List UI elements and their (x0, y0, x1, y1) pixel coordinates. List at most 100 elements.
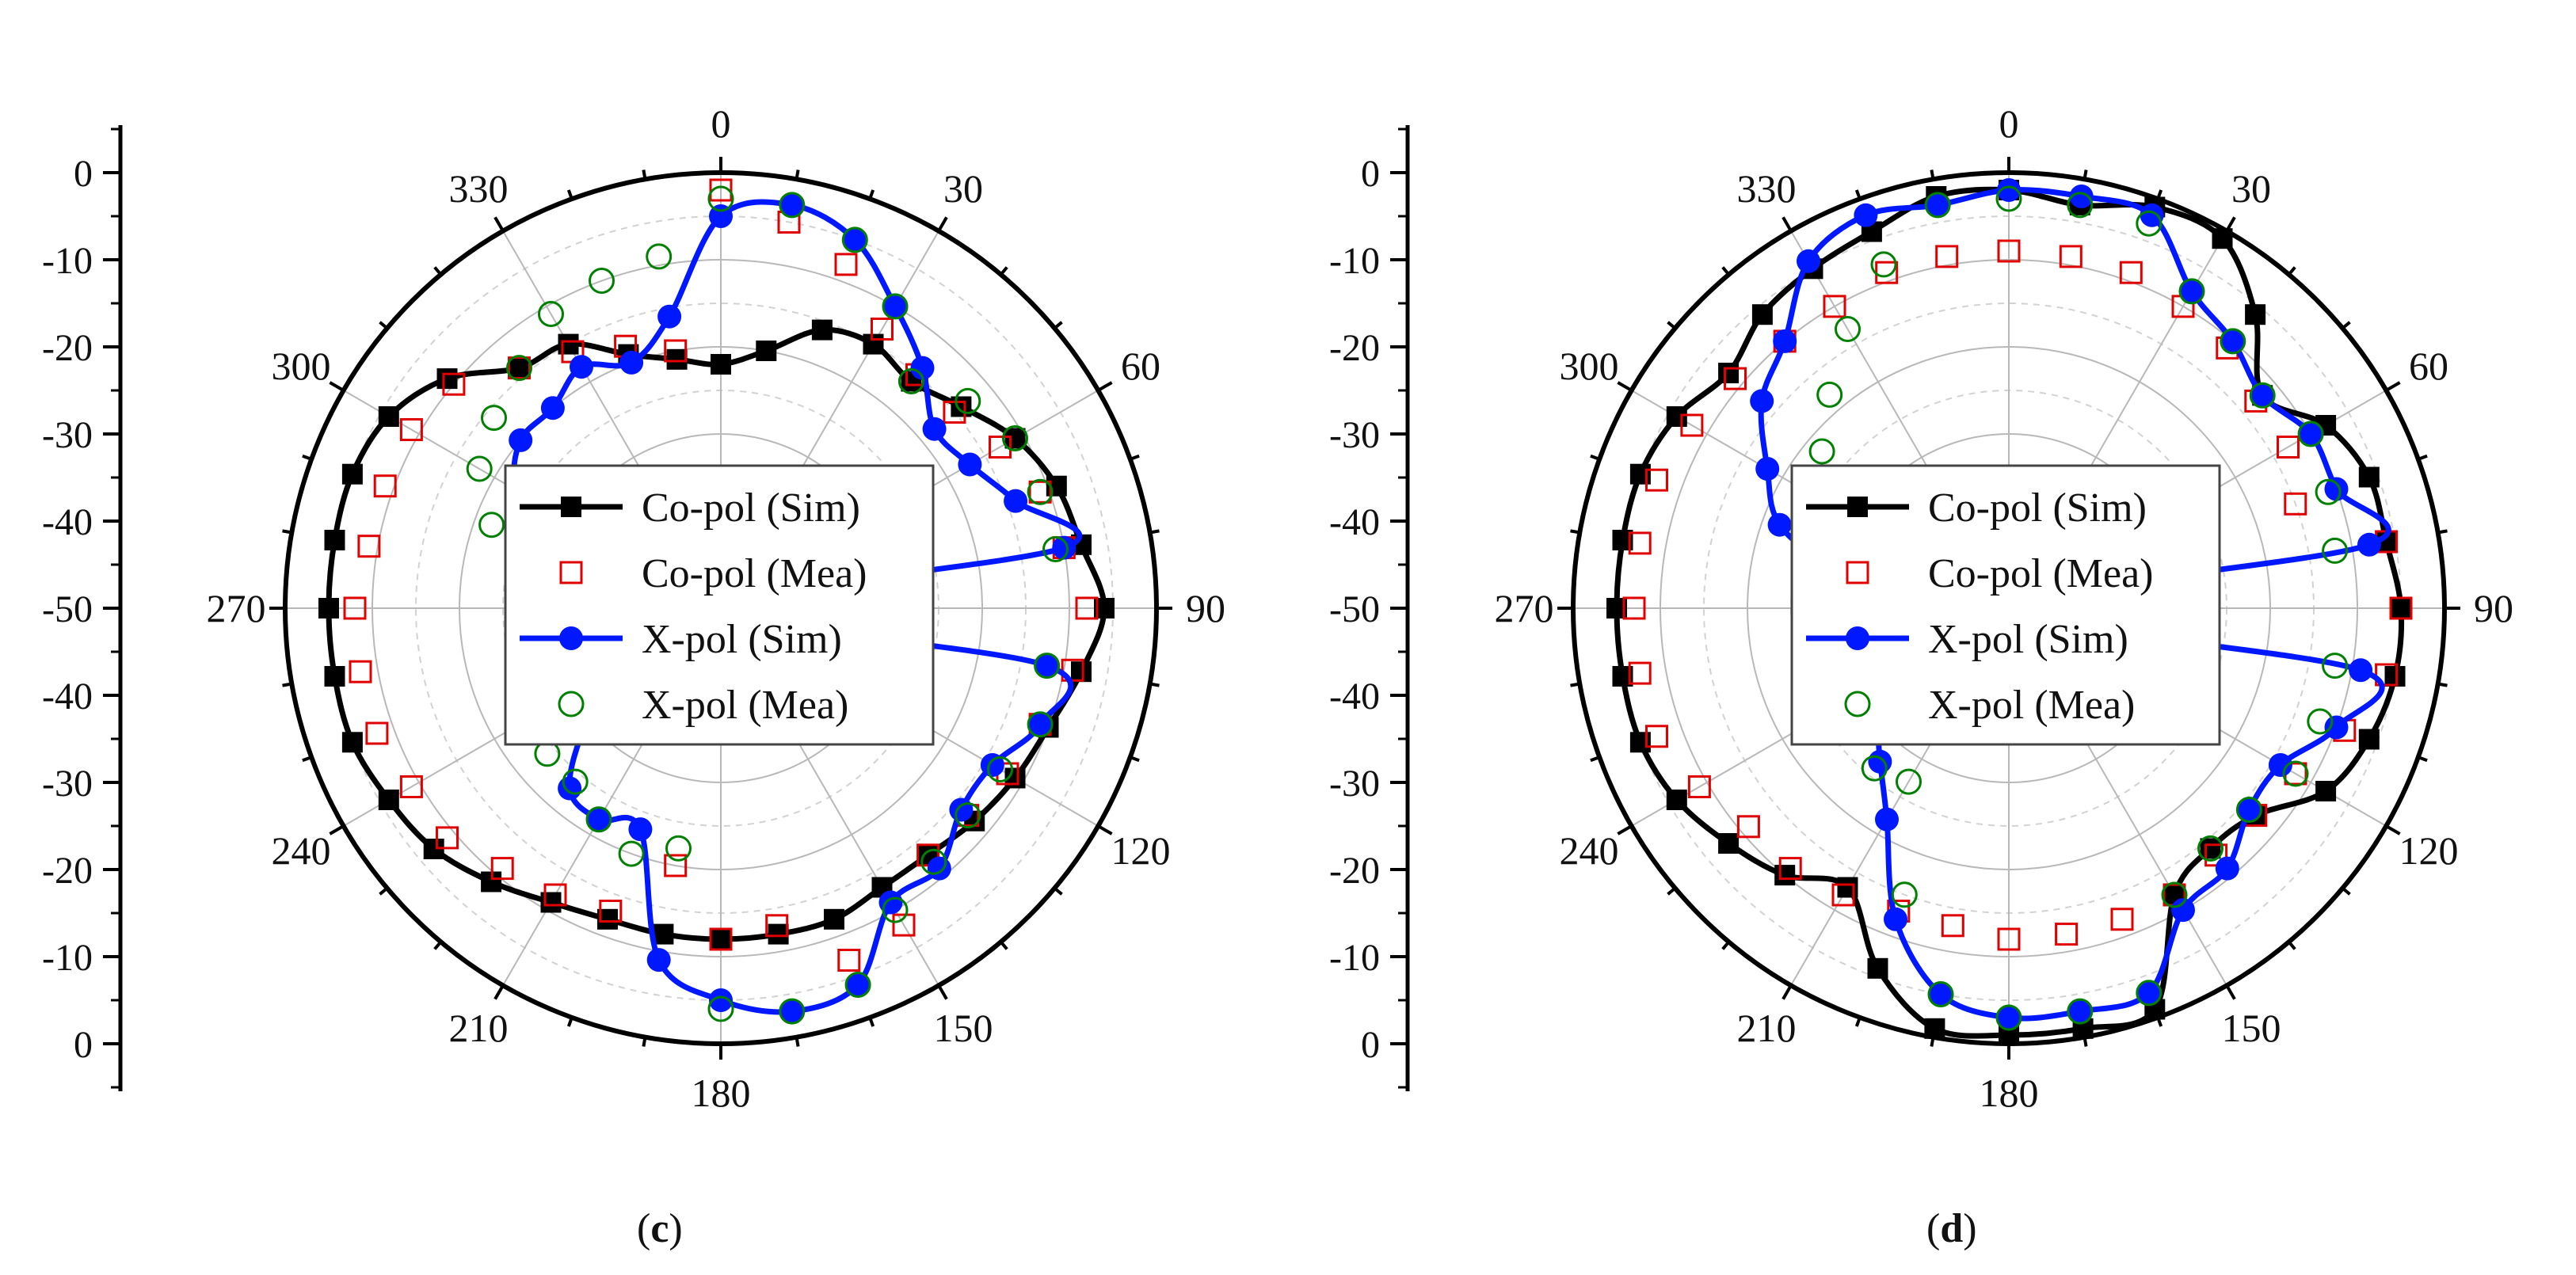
angle-label: 330 (449, 166, 509, 211)
radial-tick-label: -30 (42, 763, 93, 805)
angle-tick (1097, 381, 1113, 392)
data-point-open-circle (882, 293, 909, 320)
data-point-open-circle (841, 226, 868, 253)
data-point-open-square (1680, 413, 1704, 437)
angle-tick (795, 1037, 800, 1047)
data-point-open-square (1645, 725, 1668, 748)
angle-tick (2083, 169, 2088, 180)
data-point-open-circle (2178, 278, 2205, 305)
data-point-square (756, 341, 777, 361)
data-point-square (2315, 781, 2337, 801)
angle-tick (2287, 941, 2296, 950)
data-point-square (2384, 666, 2406, 687)
angle-label: 270 (1495, 586, 1554, 630)
data-point-open-circle (2322, 537, 2349, 564)
data-point-open-circle (618, 840, 645, 867)
angle-tick (2342, 886, 2351, 896)
angle-tick (379, 886, 388, 896)
data-point-open-square (1997, 239, 2021, 263)
radial-tick-label: -40 (42, 676, 93, 717)
data-point-open-circle (481, 405, 507, 432)
data-point-open-square (1628, 531, 1652, 555)
data-point-open-square (1028, 480, 1052, 504)
data-point-open-circle (1808, 438, 1835, 465)
data-point-circle (1929, 982, 1953, 1007)
angle-tick (329, 381, 345, 392)
data-point-square (1751, 304, 1773, 325)
data-point-open-circle (1927, 981, 1954, 1007)
data-point-open-square (349, 660, 372, 683)
data-point-circle (509, 428, 533, 452)
angle-tick (1781, 984, 1793, 1000)
data-point-square (1004, 428, 1026, 449)
data-point-square (711, 929, 731, 950)
legend-label: X-pol (Sim) (1928, 617, 2128, 662)
angle-tick (1590, 454, 1600, 461)
data-point-open-square (2284, 492, 2307, 516)
data-point-open-square (436, 826, 459, 850)
data-point-circle (1797, 249, 1820, 273)
data-point-circle (2357, 532, 2381, 557)
caption-letter: c (650, 1206, 669, 1251)
radial-tick-label: -30 (1329, 763, 1380, 805)
data-point-square (653, 923, 674, 945)
data-point-open-circle (1844, 691, 1871, 717)
data-point-circle (559, 626, 583, 650)
data-point-open-circle (2136, 210, 2163, 237)
data-point-circle (1997, 178, 2021, 202)
radial-tick-label: -40 (1329, 501, 1380, 543)
data-point-square (341, 463, 363, 485)
data-point-circle (779, 192, 804, 217)
data-point-open-circle (2067, 192, 2094, 219)
data-point-open-circle (707, 995, 734, 1022)
data-point-open-circle (2307, 708, 2334, 735)
data-point-open-square (559, 561, 583, 584)
data-point-circle (878, 890, 903, 915)
data-point-open-circle (1002, 425, 1028, 451)
data-point-open-circle (506, 355, 532, 382)
data-point-open-square (543, 883, 567, 907)
data-point-circle (1028, 712, 1053, 736)
data-point-square (561, 497, 581, 517)
data-point-open-square (1622, 596, 1646, 620)
data-point-square (341, 732, 363, 753)
polar-chart-c: 0 30 60 90 120 150 180 210 240 270 300 330 0 -10 -20 -3… (42, 101, 1225, 1251)
angle-tick (282, 529, 292, 535)
data-point-open-circle (2249, 382, 2276, 409)
data-point-open-square (765, 914, 789, 938)
data-point-square (2245, 304, 2266, 325)
angle-tick (566, 189, 574, 200)
angle-tick (2287, 266, 2296, 276)
angle-tick (868, 189, 875, 200)
angle-tick (1721, 266, 1731, 276)
angle-tick (868, 1017, 875, 1027)
data-point-circle (570, 355, 593, 379)
data-point-circle (980, 753, 1004, 777)
data-point-open-square (1645, 468, 1668, 492)
angle-tick (2418, 454, 2428, 461)
data-point-open-square (599, 900, 623, 923)
data-point-open-square (2277, 436, 2300, 459)
data-point-open-circle (2197, 835, 2224, 862)
data-point-circle (587, 807, 611, 832)
angle-tick (999, 266, 1008, 276)
radial-tick-label: -20 (42, 850, 93, 892)
data-point-open-square (1724, 367, 1747, 390)
radial-tick-label: 0 (1361, 153, 1380, 195)
angle-tick (493, 984, 505, 1000)
data-point-square (2391, 598, 2411, 618)
angle-tick (1054, 886, 1063, 896)
angle-tick (493, 216, 505, 232)
data-point-circle (2237, 797, 2262, 822)
data-point-open-circle (1835, 316, 1861, 342)
radial-tick-label: -30 (42, 414, 93, 456)
data-point-open-square (1778, 857, 1802, 881)
angle-label: 150 (2222, 1006, 2281, 1050)
data-point-square (2358, 466, 2380, 488)
data-point-open-circle (562, 768, 589, 795)
data-point-circle (922, 417, 947, 441)
data-point-open-circle (1995, 185, 2022, 212)
data-point-open-circle (1891, 881, 1918, 908)
data-point-open-square (1628, 661, 1652, 685)
